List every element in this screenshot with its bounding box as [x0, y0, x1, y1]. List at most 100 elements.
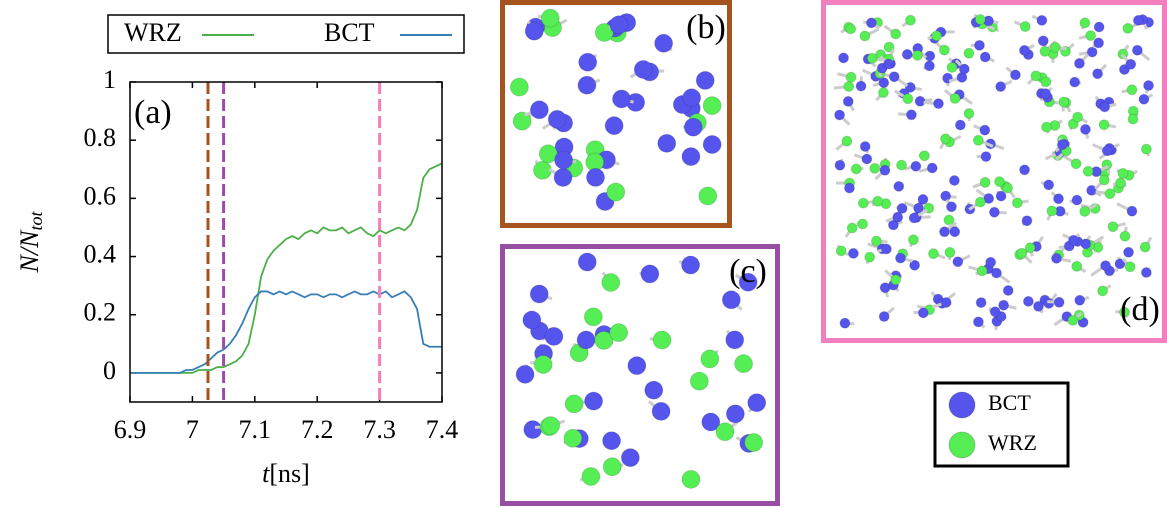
atom	[857, 197, 869, 209]
atom	[843, 182, 855, 194]
atom	[1140, 143, 1152, 155]
atom	[1085, 30, 1097, 42]
atom	[1072, 111, 1084, 123]
atom	[1021, 215, 1033, 227]
y-tick-label: 0	[103, 356, 116, 385]
atom	[734, 354, 754, 374]
atom	[949, 92, 961, 104]
x-tick-label: 6.9	[114, 415, 147, 444]
atom	[1115, 177, 1127, 189]
atom	[725, 404, 745, 424]
atom	[1093, 21, 1105, 33]
atom	[974, 196, 986, 208]
atom	[985, 256, 997, 268]
atom	[926, 162, 938, 174]
atom	[1070, 158, 1082, 170]
atom	[834, 159, 846, 171]
atom	[1107, 221, 1119, 233]
atom	[594, 22, 614, 42]
atom	[584, 391, 604, 411]
atom	[577, 252, 597, 272]
atom	[1143, 80, 1155, 92]
atom	[554, 150, 574, 170]
panel-frame	[500, 0, 732, 228]
atom	[601, 272, 621, 292]
atom	[1050, 252, 1062, 264]
atom	[1030, 70, 1042, 82]
atom	[1036, 14, 1048, 26]
atom	[1126, 205, 1138, 217]
atom	[689, 371, 709, 391]
atom	[940, 190, 952, 202]
atom	[846, 222, 858, 234]
atom	[1040, 76, 1052, 88]
atom	[917, 193, 929, 205]
atom	[738, 272, 758, 292]
atom	[681, 255, 701, 275]
atom	[747, 393, 767, 413]
atom	[1049, 41, 1061, 53]
atom	[972, 316, 984, 328]
atom	[1073, 57, 1085, 69]
atom	[1074, 294, 1086, 306]
atom	[1138, 93, 1150, 105]
atom	[1022, 295, 1034, 307]
atom	[1019, 21, 1031, 33]
atom	[905, 109, 917, 121]
legend-label: BCT	[324, 18, 375, 47]
x-tick-label: 7.1	[239, 415, 272, 444]
atom	[949, 226, 961, 238]
atom	[972, 134, 984, 146]
atom	[940, 297, 952, 309]
atom-legend-swatch	[948, 431, 976, 459]
atom	[522, 310, 542, 330]
atom	[1079, 17, 1091, 29]
atom	[606, 182, 626, 202]
atom	[512, 111, 532, 131]
x-tick-label: 7.4	[426, 415, 459, 444]
atom	[839, 317, 851, 329]
atom	[963, 108, 975, 120]
y-tick-label: 0.6	[84, 181, 117, 210]
atom	[946, 61, 958, 73]
atom	[1098, 119, 1110, 131]
atom	[1058, 96, 1070, 108]
atom	[1140, 267, 1152, 279]
atom	[1016, 247, 1028, 259]
atom	[1056, 139, 1068, 151]
atom	[879, 164, 891, 176]
atom	[864, 251, 876, 263]
atom	[912, 49, 924, 61]
y-tick-label: 0.4	[84, 240, 117, 269]
atom	[940, 133, 952, 145]
atom	[609, 15, 629, 35]
atom	[870, 235, 882, 247]
series-line	[130, 162, 443, 374]
atom	[896, 159, 908, 171]
atom	[620, 448, 640, 468]
x-tick-label: 7.3	[363, 415, 396, 444]
atom	[859, 30, 871, 42]
atom	[1099, 101, 1111, 113]
atom	[1069, 76, 1081, 88]
atom	[681, 469, 701, 489]
atom	[1043, 179, 1055, 191]
plot-frame	[129, 81, 443, 403]
atom	[702, 96, 722, 116]
atom	[958, 63, 970, 75]
atom	[835, 245, 847, 257]
atom	[651, 401, 671, 421]
atom	[1002, 182, 1014, 194]
atom	[975, 297, 987, 309]
atom	[609, 323, 629, 343]
atom	[515, 364, 535, 384]
atom	[652, 330, 672, 350]
atom	[721, 290, 741, 310]
atom	[541, 416, 561, 436]
atom	[563, 428, 583, 448]
atom	[1039, 45, 1051, 57]
atom	[1079, 205, 1091, 217]
atom	[918, 150, 930, 162]
structure-image	[515, 252, 767, 489]
atom	[989, 306, 1001, 318]
